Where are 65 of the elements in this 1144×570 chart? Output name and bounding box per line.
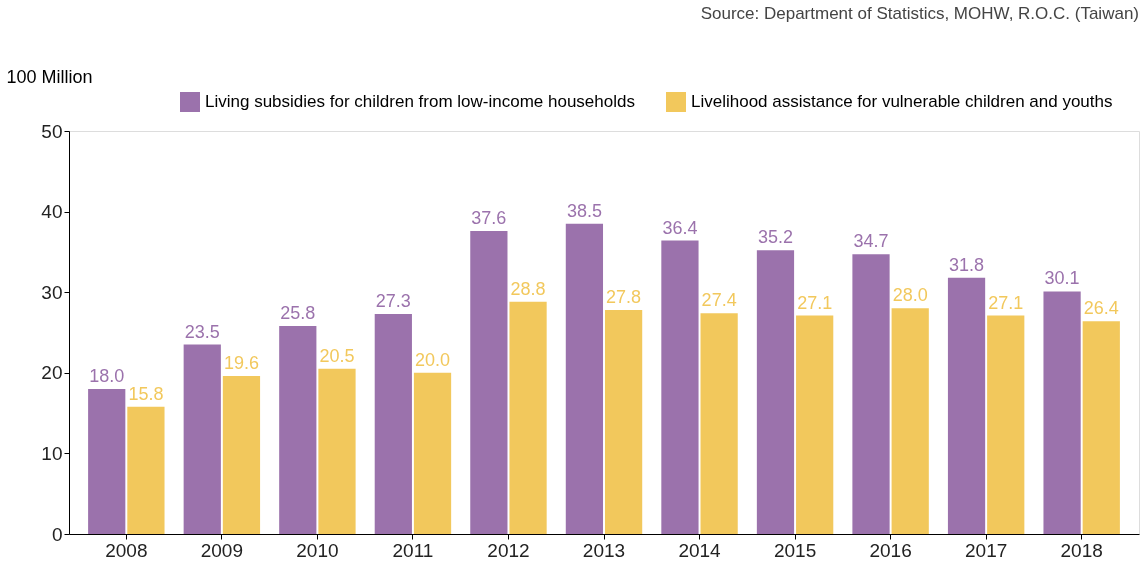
x-tick-label: 2018	[1060, 539, 1103, 561]
bar	[700, 313, 738, 534]
bar	[127, 406, 165, 534]
y-axis-title: 100 Million	[6, 66, 93, 87]
data-label: 27.1	[988, 292, 1024, 313]
y-tick-label: 20	[41, 362, 63, 384]
data-label: 28.0	[892, 285, 928, 306]
data-label: 37.6	[471, 207, 507, 228]
bar	[1043, 291, 1081, 534]
bar	[947, 277, 986, 534]
x-tick-label: 2011	[392, 539, 434, 561]
data-label: 20.5	[319, 345, 355, 366]
x-tick-label: 2016	[869, 539, 912, 561]
x-tick-label: 2010	[296, 539, 339, 561]
legend-label: Living subsidies for children from low-income households	[205, 92, 635, 111]
data-label: 31.8	[949, 254, 985, 275]
bar	[318, 368, 356, 534]
y-tick-label: 30	[41, 281, 63, 303]
x-tick-label: 2012	[487, 539, 530, 561]
data-label: 26.4	[1083, 298, 1119, 319]
data-label: 35.2	[757, 227, 793, 248]
data-label: 15.8	[128, 383, 164, 404]
data-label: 34.7	[853, 231, 889, 252]
bar	[1082, 321, 1120, 534]
y-tick-label: 50	[41, 120, 63, 142]
data-label: 18.0	[89, 365, 125, 386]
y-tick-label: 0	[51, 523, 63, 545]
bar	[279, 326, 317, 534]
x-tick-label: 2017	[965, 539, 1008, 561]
data-label: 23.5	[184, 321, 220, 342]
bar	[852, 254, 890, 534]
bar	[565, 223, 604, 534]
data-label: 27.1	[797, 292, 833, 313]
data-label: 27.8	[606, 286, 642, 307]
bar	[374, 313, 412, 534]
bar	[88, 388, 126, 534]
bar	[183, 344, 221, 534]
data-label: 19.6	[223, 353, 259, 374]
y-tick-label: 40	[41, 201, 63, 223]
data-label: 27.4	[701, 290, 737, 311]
bar	[891, 308, 929, 534]
data-label: 20.0	[415, 349, 451, 370]
data-label: 36.4	[662, 217, 698, 238]
x-tick-label: 2013	[582, 539, 626, 561]
y-tick-label: 10	[41, 442, 63, 464]
data-label: 27.3	[375, 290, 411, 311]
data-label: 28.8	[510, 278, 546, 299]
bar	[509, 301, 547, 534]
bar	[413, 372, 452, 534]
x-tick-label: 2009	[200, 539, 243, 561]
x-tick-label: 2014	[678, 539, 722, 561]
x-tick-label: 2015	[773, 539, 817, 561]
source-note: Source: Department of Statistics, MOHW, R.O.C. (Taiwan)	[700, 4, 1139, 23]
bar	[470, 230, 508, 534]
bar	[222, 376, 261, 534]
data-label: 30.1	[1044, 268, 1080, 289]
data-label: 25.8	[280, 303, 316, 324]
data-label: 38.5	[566, 200, 602, 221]
bar	[796, 315, 834, 534]
bar	[661, 240, 699, 534]
bar	[604, 309, 643, 534]
legend-label: Livelihood assistance for vulnerable children and youths	[691, 92, 1113, 111]
x-tick-label: 2008	[105, 539, 148, 561]
bar	[756, 250, 795, 534]
bar	[987, 315, 1025, 534]
